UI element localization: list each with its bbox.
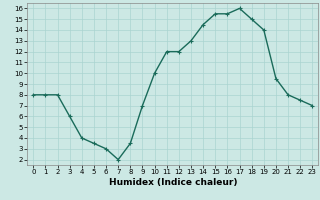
X-axis label: Humidex (Indice chaleur): Humidex (Indice chaleur) [108,178,237,187]
